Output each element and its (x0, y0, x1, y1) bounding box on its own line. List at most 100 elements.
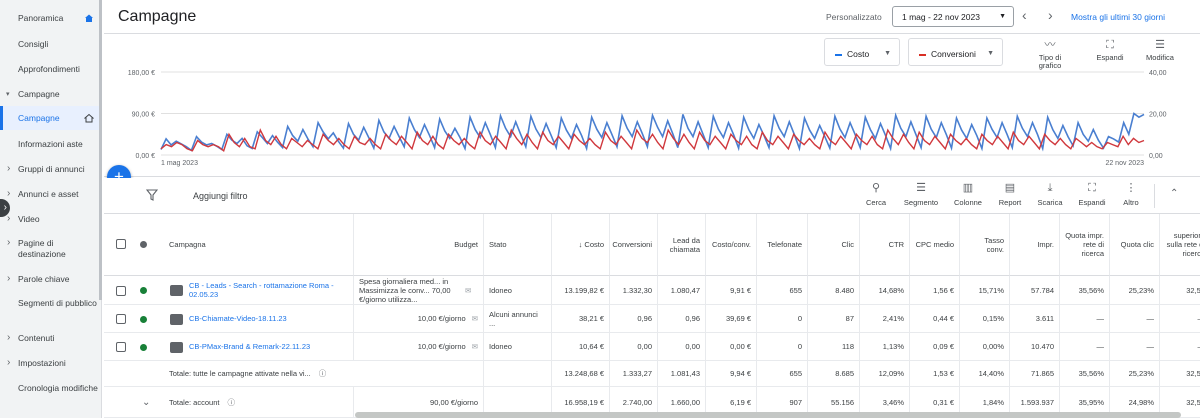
metric-cell: 0,44 € (910, 305, 960, 332)
sidebar-item-impostazioni[interactable]: Impostazioni (0, 357, 102, 369)
col-header-impr[interactable]: Impr. (1010, 214, 1060, 276)
total-label-cell: Totale: tutte le campagne attivate nella… (164, 361, 484, 386)
metric-value: 1,56 € (933, 285, 954, 295)
sidebar-item-gruppi-annunci[interactable]: Gruppi di annunci (0, 163, 102, 175)
metric-cell: 3.611 (1010, 305, 1060, 332)
campaign-name-cell[interactable]: CB - Leads - Search - rottamazione Roma … (184, 276, 354, 304)
date-range-picker[interactable]: 1 mag - 22 nov 2023 ▼ (892, 6, 1014, 27)
tool-scarica[interactable]: ⤓ Scarica (1028, 182, 1072, 207)
col-header-lead-chiamata[interactable]: Lead da chiamata (658, 214, 706, 276)
table-row[interactable]: CB-PMax-Brand & Remark-22.11.23 10,00 €/g… (104, 333, 1200, 361)
help-icon[interactable]: ⓘ (227, 397, 235, 407)
sidebar-item-cronologia-modifiche[interactable]: Cronologia modifiche (0, 383, 102, 394)
table-row[interactable]: CB - Leads - Search - rottamazione Roma … (104, 276, 1200, 305)
table-total-row: Totale: tutte le campagne attivate nella… (104, 361, 1200, 387)
series-line-costo (160, 112, 1145, 152)
status-cell: Alcuni annunci ... (484, 305, 552, 332)
sidebar-item-approfondimenti[interactable]: Approfondimenti (0, 64, 102, 75)
col-header-superiore[interactable]: superiore sulla rete di ricerca (1160, 214, 1200, 276)
sidebar-scrollbar[interactable] (99, 0, 102, 300)
row-checkbox[interactable] (116, 285, 126, 296)
col-header-conversioni[interactable]: Conversioni (610, 214, 658, 276)
sidebar-item-video[interactable]: Video (0, 213, 102, 225)
campaign-name-cell[interactable]: CB-PMax-Brand & Remark-22.11.23 (184, 333, 354, 360)
col-header-budget[interactable]: Budget (354, 214, 484, 276)
metric-value: 87 (845, 314, 854, 323)
help-icon[interactable]: ⓘ (318, 369, 327, 378)
metric-value: 655 (789, 285, 802, 295)
show-last-30-days-link[interactable]: Mostra gli ultimi 30 giorni (1071, 12, 1166, 22)
sidebar-item-contenuti[interactable]: Contenuti (0, 332, 102, 344)
budget-cell[interactable]: 10,00 €/giorno ✉ (354, 305, 484, 332)
header-label: Costo (584, 240, 604, 249)
tool-report[interactable]: ▤ Report (988, 182, 1032, 207)
campaign-name-cell[interactable]: CB-Chiamate-Video-18.11.23 (184, 305, 354, 332)
tool-espandi[interactable]: ⛶ Espandi (1070, 182, 1114, 207)
col-header-cpc-medio[interactable]: CPC medio (910, 214, 960, 276)
campaign-name-link[interactable]: CB-PMax-Brand & Remark-22.11.23 (189, 342, 311, 351)
expand-chevron-down-icon[interactable]: ⌄ (142, 396, 151, 408)
sidebar-group-campagne[interactable]: Campagne (0, 89, 102, 100)
col-header-campagna[interactable]: Campagna (164, 214, 354, 276)
budget-cell[interactable]: Spesa giornaliera med... in Massimizza l… (354, 276, 484, 304)
sidebar-item-panoramica[interactable]: Panoramica (0, 13, 102, 24)
metric-selector-costo[interactable]: Costo ▼ (824, 38, 900, 66)
sidebar-item-campagne-active[interactable]: Campagne (0, 106, 102, 130)
tool-altro[interactable]: ⋮ Altro (1109, 182, 1153, 207)
edit-budget-icon[interactable]: ✉ (471, 342, 478, 351)
metric-value: 1,13% (882, 342, 904, 351)
sidebar-item-label: Consigli (18, 39, 49, 49)
budget-cell[interactable]: 10,00 €/giorno ✉ (354, 333, 484, 360)
edit-budget-icon[interactable]: ✉ (471, 314, 478, 323)
campaign-name-link[interactable]: CB-Chiamate-Video-18.11.23 (189, 314, 287, 323)
header-label: Lead da chiamata (669, 235, 700, 254)
collapse-sidebar-button[interactable]: › (0, 199, 10, 217)
status-cell (484, 387, 552, 417)
col-header-quota-impr[interactable]: Quota impr. rete di ricerca (1060, 214, 1110, 276)
metric-cell: 1,53 € (910, 361, 960, 386)
sidebar-item-segmenti-pubblico[interactable]: Segmenti di pubblico (0, 298, 102, 309)
row-checkbox[interactable] (116, 314, 126, 324)
edit-budget-icon[interactable]: ✉ (465, 285, 472, 295)
metric-cell: 9,94 € (706, 361, 757, 386)
col-header-stato[interactable]: Stato (484, 214, 552, 276)
select-all-checkbox[interactable] (116, 239, 126, 249)
next-period-chevron-icon[interactable]: › (1048, 7, 1053, 23)
col-header-ctr[interactable]: CTR (860, 214, 910, 276)
sidebar-item-pagine-destinazione[interactable]: Pagine di destinazione (0, 237, 102, 260)
sidebar-item-label: Segmenti di pubblico (18, 298, 97, 308)
header-label: Quota clic (1120, 240, 1154, 249)
filter-icon[interactable] (146, 189, 158, 201)
prev-period-chevron-icon[interactable]: ‹ (1022, 7, 1027, 23)
sidebar-item-annunci-asset[interactable]: Annunci e asset (0, 188, 102, 200)
campaign-name-link[interactable]: CB - Leads - Search - rottamazione Roma … (189, 281, 334, 299)
col-header-costo[interactable]: ↓ Costo (552, 214, 610, 276)
col-header-costo-conv[interactable]: Costo/conv. (706, 214, 757, 276)
chart-expand-button[interactable]: ⛶ Espandi (1092, 39, 1128, 62)
sort-arrow-down-icon: ↓ (578, 240, 583, 249)
col-header-quota-clic[interactable]: Quota clic (1110, 214, 1160, 276)
tool-cerca[interactable]: ⚲ Cerca (854, 182, 898, 207)
collapse-chevron-up-icon[interactable]: ⌃ (1170, 188, 1179, 199)
total-label-cell: Totale: account ⓘ (164, 387, 354, 417)
tool-colonne[interactable]: ▥ Colonne (946, 182, 990, 207)
table-row[interactable]: CB-Chiamate-Video-18.11.23 10,00 €/giorno… (104, 305, 1200, 333)
metric-value: 39,69 € (725, 314, 751, 323)
header-label: Impr. (1037, 240, 1054, 249)
sidebar-item-parole-chiave[interactable]: Parole chiave (0, 273, 102, 285)
metric-cell: 1.593.937 (1010, 387, 1060, 417)
col-header-telefonate[interactable]: Telefonate (757, 214, 808, 276)
metric-selector-conversioni[interactable]: Conversioni ▼ (908, 38, 1003, 66)
metric-cell: 13.199,82 € (552, 276, 610, 304)
tool-segmento[interactable]: ☰ Segmento (899, 182, 943, 207)
col-header-tasso-conv[interactable]: Tasso conv. (960, 214, 1010, 276)
sidebar-item-consigli[interactable]: Consigli (0, 39, 102, 50)
add-filter-button[interactable]: Aggiungi filtro (193, 191, 248, 201)
sidebar-item-informazioni-aste[interactable]: Informazioni aste (0, 139, 102, 150)
col-header-clic[interactable]: Clic (808, 214, 860, 276)
chart-edit-button[interactable]: ☰ Modifica (1142, 39, 1178, 62)
row-checkbox[interactable] (116, 342, 126, 352)
chart-type-button[interactable]: 〰 Tipo di grafico (1032, 39, 1068, 70)
horizontal-scrollbar[interactable] (355, 412, 1181, 418)
edit-label: Modifica (1146, 53, 1174, 62)
